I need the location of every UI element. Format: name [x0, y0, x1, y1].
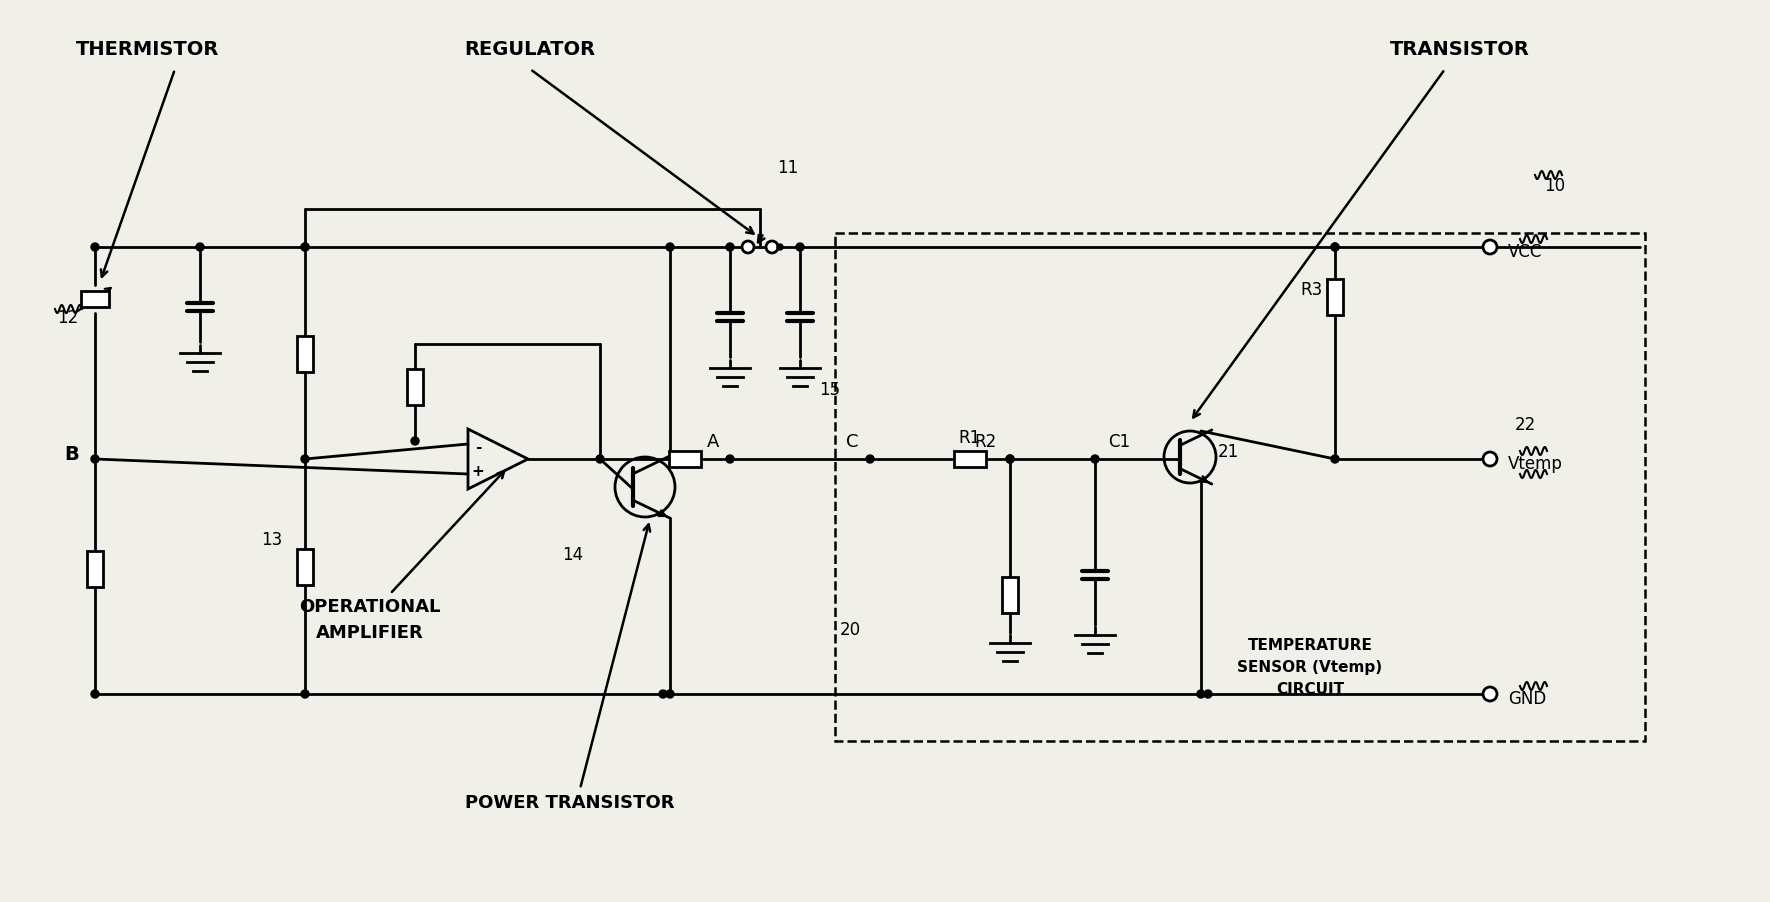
- Text: POWER TRANSISTOR: POWER TRANSISTOR: [466, 793, 674, 811]
- Circle shape: [1005, 456, 1014, 464]
- Text: Vtemp: Vtemp: [1508, 455, 1563, 473]
- Text: 15: 15: [820, 381, 841, 399]
- Bar: [954, 452, 986, 467]
- Circle shape: [658, 690, 667, 698]
- Text: 22: 22: [1515, 416, 1536, 434]
- Circle shape: [1331, 244, 1338, 252]
- Circle shape: [666, 244, 674, 252]
- Circle shape: [742, 242, 754, 253]
- Circle shape: [796, 244, 804, 252]
- Bar: [1002, 577, 1018, 613]
- Text: 13: 13: [262, 530, 283, 548]
- Text: SENSOR (Vtemp): SENSOR (Vtemp): [1237, 659, 1382, 675]
- Circle shape: [301, 456, 310, 464]
- Text: C1: C1: [1108, 433, 1129, 450]
- Circle shape: [196, 244, 204, 252]
- Text: A: A: [706, 433, 719, 450]
- Circle shape: [1483, 241, 1497, 254]
- Bar: [669, 452, 701, 467]
- Text: TEMPERATURE: TEMPERATURE: [1248, 638, 1372, 652]
- Circle shape: [1204, 690, 1212, 698]
- Circle shape: [1483, 453, 1497, 466]
- Circle shape: [301, 690, 310, 698]
- Text: R2: R2: [975, 433, 997, 450]
- Text: TRANSISTOR: TRANSISTOR: [1389, 40, 1529, 59]
- Bar: [1328, 280, 1343, 316]
- Circle shape: [726, 456, 735, 464]
- Circle shape: [90, 244, 99, 252]
- Bar: [81, 291, 110, 308]
- Circle shape: [866, 456, 874, 464]
- Text: 11: 11: [777, 159, 798, 177]
- Circle shape: [411, 437, 419, 446]
- Text: THERMISTOR: THERMISTOR: [76, 40, 219, 59]
- Text: OPERATIONAL: OPERATIONAL: [299, 597, 441, 615]
- Circle shape: [1197, 690, 1205, 698]
- Circle shape: [1090, 456, 1099, 464]
- Text: B: B: [65, 445, 80, 464]
- Text: AMPLIFIER: AMPLIFIER: [317, 623, 423, 641]
- Text: CIRCUIT: CIRCUIT: [1276, 681, 1343, 696]
- Circle shape: [777, 244, 782, 251]
- Text: 12: 12: [57, 308, 78, 327]
- Circle shape: [596, 456, 604, 464]
- Circle shape: [726, 244, 735, 252]
- Circle shape: [301, 244, 310, 252]
- Circle shape: [1483, 687, 1497, 701]
- Text: 20: 20: [839, 621, 860, 639]
- Circle shape: [1331, 456, 1338, 464]
- Text: 21: 21: [1218, 443, 1239, 461]
- Text: R3: R3: [1299, 281, 1322, 299]
- Text: C: C: [846, 433, 858, 450]
- Text: GND: GND: [1508, 689, 1547, 707]
- Text: -: -: [474, 440, 481, 455]
- Circle shape: [90, 456, 99, 464]
- Circle shape: [666, 690, 674, 698]
- Circle shape: [766, 242, 779, 253]
- Bar: [835, 234, 1644, 741]
- Text: 10: 10: [1545, 177, 1565, 195]
- Bar: [297, 549, 313, 585]
- Text: VCC: VCC: [1508, 243, 1542, 261]
- Text: +: +: [471, 464, 485, 479]
- Circle shape: [1005, 456, 1014, 464]
- Circle shape: [90, 690, 99, 698]
- Circle shape: [1331, 244, 1338, 252]
- Circle shape: [301, 244, 310, 252]
- Text: R1: R1: [959, 428, 981, 446]
- Bar: [297, 336, 313, 373]
- Circle shape: [1487, 244, 1494, 252]
- Text: REGULATOR: REGULATOR: [464, 40, 595, 59]
- Bar: [407, 370, 423, 406]
- Bar: [87, 551, 103, 587]
- Text: 14: 14: [563, 546, 584, 564]
